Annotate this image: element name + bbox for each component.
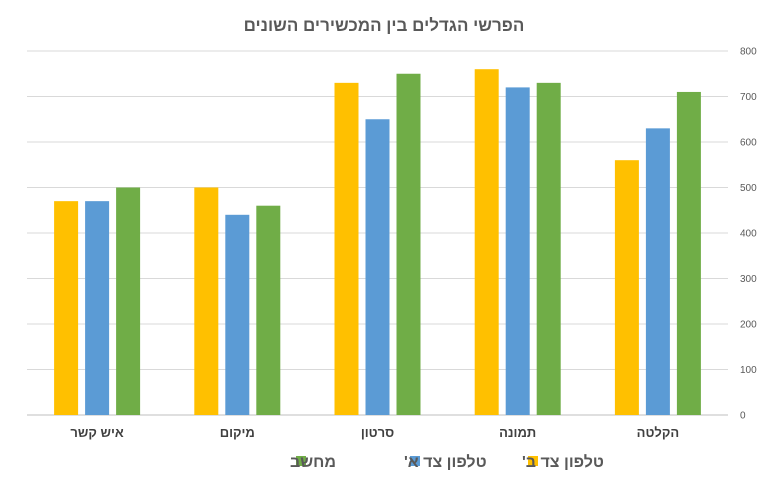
legend-label: טלפון צד ב' [522,453,604,471]
bar [474,69,499,415]
legend-swatch [296,456,306,466]
bar [225,214,250,415]
legend-swatch [410,456,420,466]
category-label: איש קשר [70,425,123,440]
y-tick-label: 100 [740,365,757,376]
bars [54,69,701,416]
y-tick-label: 300 [740,274,757,285]
legend-label: מחשב [290,454,336,471]
bar [676,91,701,415]
bar [365,119,390,415]
y-tick-label: 800 [740,47,757,58]
y-axis-ticks: 0 100 200 300 400 500 600 700 800 [740,47,757,422]
bar [54,201,79,415]
category-label: הקלטה [637,425,679,440]
y-tick-label: 600 [740,138,757,149]
category-label: מיקום [220,425,255,440]
y-tick-label: 200 [740,320,757,331]
y-tick-label: 500 [740,183,757,194]
bar [505,87,530,416]
bar [116,187,141,415]
bar [256,205,281,415]
legend: טלפון צד ב' טלפון צד א' מחשב [290,453,604,471]
bar [396,73,421,415]
y-tick-label: 400 [740,229,757,240]
bar [85,201,110,415]
bar [194,187,219,415]
y-tick-label: 700 [740,92,757,103]
category-label: תמונה [499,425,536,440]
x-axis-categories: הקלטה תמונה סרטון מיקום איש קשר [70,425,679,440]
bar [645,128,670,415]
legend-swatch [528,456,538,466]
bar [334,82,359,415]
bar [536,82,561,415]
y-tick-label: 0 [740,411,746,422]
legend-label: טלפון צד א' [404,453,487,471]
chart-title: הפרשי הגדלים בין המכשירים השונים [244,16,525,35]
bar [614,160,639,415]
category-label: סרטון [361,425,394,440]
